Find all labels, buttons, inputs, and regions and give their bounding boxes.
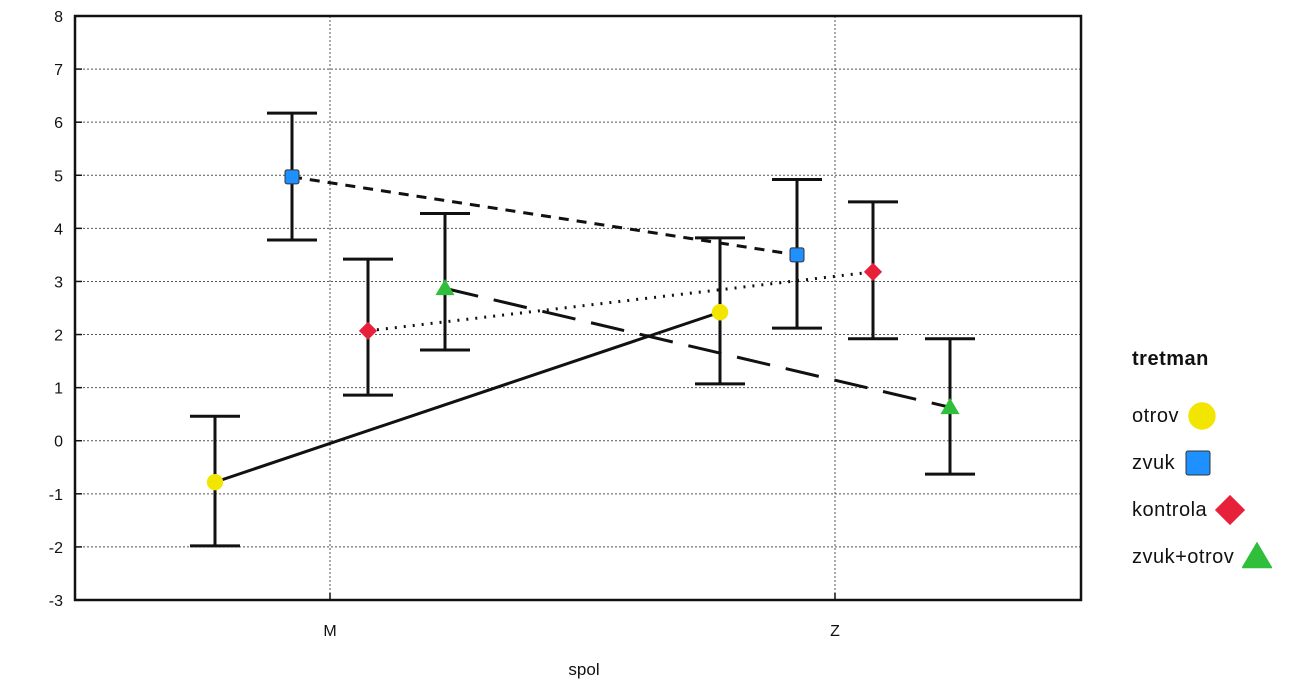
- y-tick-label: -2: [49, 540, 63, 557]
- y-tick-label: 5: [54, 168, 63, 185]
- series-0: [190, 236, 745, 548]
- x-tick-label: Z: [830, 623, 840, 640]
- legend: tretman otrov zvuk kontrola zvuk+otrov: [1132, 348, 1312, 585]
- data-point: [206, 473, 224, 491]
- data-point: [940, 397, 960, 415]
- legend-item: kontrola: [1132, 491, 1312, 529]
- data-point: [789, 247, 805, 263]
- data-point: [863, 262, 883, 282]
- legend-item: otrov: [1132, 397, 1312, 435]
- legend-marker-shape: [1215, 495, 1246, 525]
- y-tick-label: 1: [54, 381, 63, 398]
- legend-label: zvuk+otrov: [1132, 545, 1235, 568]
- legend-marker-shape: [1185, 450, 1211, 476]
- legend-marker-icon: [1215, 495, 1246, 525]
- series-line: [291, 175, 798, 257]
- y-tick-label: -3: [49, 593, 63, 610]
- legend-label: otrov: [1132, 404, 1179, 427]
- y-tick-label: 0: [54, 434, 63, 451]
- legend-item: zvuk+otrov: [1132, 538, 1312, 576]
- legend-item: zvuk: [1132, 444, 1312, 482]
- legend-marker-shape: [1188, 402, 1216, 430]
- series-1: [267, 111, 822, 330]
- legend-marker-shape: [1242, 542, 1273, 569]
- y-tick-label: 4: [54, 221, 63, 238]
- data-point: [711, 304, 729, 321]
- y-tick-label: 7: [54, 62, 63, 79]
- x-tick-label: M: [323, 623, 336, 640]
- data-point: [435, 278, 455, 296]
- legend-marker-icon: [1242, 542, 1273, 569]
- data-point: [284, 169, 300, 185]
- y-tick-label: -1: [49, 487, 63, 504]
- series-line: [444, 286, 951, 409]
- x-axis-title: spol: [568, 660, 599, 679]
- series-2: [343, 200, 898, 397]
- legend-items: otrov zvuk kontrola zvuk+otrov: [1132, 397, 1312, 576]
- legend-label: zvuk: [1132, 451, 1176, 474]
- plot-frame: [73, 14, 1083, 602]
- legend-marker-icon: [1185, 450, 1211, 476]
- y-tick-label: 8: [54, 9, 63, 26]
- series-layer: [190, 111, 975, 548]
- data-point: [358, 321, 378, 340]
- series-line: [367, 270, 874, 333]
- legend-label: kontrola: [1132, 498, 1208, 521]
- legend-marker-icon: [1188, 402, 1216, 430]
- y-tick-label: 6: [54, 115, 63, 132]
- y-tick-labels: -3 -2 -1 0 1 2 3 4 5 6 7 8: [49, 9, 82, 610]
- series-3: [420, 211, 975, 476]
- y-tick-label: 2: [54, 328, 63, 345]
- grid-lines: [75, 16, 1081, 600]
- legend-title: tretman: [1132, 348, 1209, 370]
- y-tick-label: 3: [54, 274, 63, 291]
- series-line: [214, 310, 721, 484]
